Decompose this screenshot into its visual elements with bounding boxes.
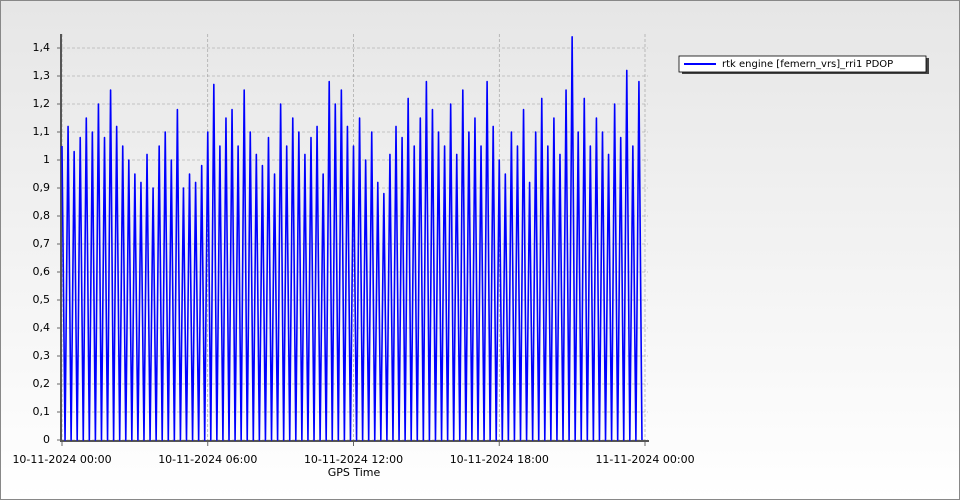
x-axis-label: GPS Time — [328, 466, 381, 479]
x-tick-label: 10-11-2024 06:00 — [158, 453, 257, 466]
legend-box — [678, 55, 927, 73]
y-tick-label: 0,2 — [33, 377, 51, 390]
y-tick-label: 1,3 — [33, 69, 51, 82]
series-line — [61, 36, 643, 441]
y-tick-label: 0 — [43, 433, 50, 446]
x-tick-label: 10-11-2024 00:00 — [12, 453, 111, 466]
y-tick-label: 0,3 — [33, 349, 51, 362]
y-tick-label: 0,5 — [33, 293, 51, 306]
y-tick-label: 0,4 — [33, 321, 51, 334]
legend-label: rtk engine [femern_vrs]_rri1 PDOP — [722, 59, 893, 70]
x-tick-label: 10-11-2024 18:00 — [450, 453, 549, 466]
y-tick-label: 1,1 — [33, 125, 51, 138]
y-tick-label: 0,9 — [33, 181, 51, 194]
x-tick-label: 10-11-2024 12:00 — [304, 453, 403, 466]
y-tick-label: 1 — [43, 153, 50, 166]
y-tick-label: 0,7 — [33, 237, 51, 250]
y-tick-label: 1,2 — [33, 97, 51, 110]
y-tick-label: 0,1 — [33, 405, 51, 418]
y-tick-label: 1,4 — [33, 41, 51, 54]
x-tick-label: 11-11-2024 00:00 — [595, 453, 694, 466]
y-tick-label: 0,6 — [33, 265, 51, 278]
y-tick-label: 0,8 — [33, 209, 51, 222]
